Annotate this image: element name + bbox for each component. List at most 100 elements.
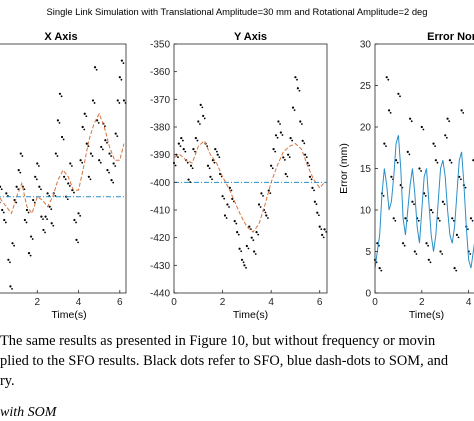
axes-frame [0, 43, 127, 294]
sfo-point [31, 238, 34, 240]
sfo-point [282, 156, 285, 159]
sfo-point [453, 267, 456, 270]
sfo-point [271, 167, 274, 170]
sfo-point [89, 178, 92, 181]
sfo-point [9, 261, 11, 264]
sfo-point [417, 219, 420, 222]
sfo-point [67, 182, 70, 185]
y-tick-label: 5 [365, 247, 371, 258]
sfo-point [291, 106, 295, 109]
sfo-point [110, 179, 113, 182]
sfo-point [249, 228, 252, 231]
sfo-point [291, 139, 294, 142]
sfo-point [387, 78, 390, 81]
sfo-point [206, 145, 209, 148]
sfo-point [467, 228, 469, 231]
sfo-point [228, 186, 231, 189]
sfo-point [69, 162, 72, 165]
y-axis-label: Error (mm) [338, 143, 350, 194]
sfo-point [108, 152, 111, 155]
sfo-point [206, 164, 210, 167]
sfo-point [209, 175, 212, 178]
y-tick-label: -440 [150, 289, 170, 300]
sfo-point [73, 191, 75, 194]
sfo-point [211, 178, 213, 181]
chart-title: Error Norm [427, 31, 474, 43]
sfo-point [322, 236, 325, 239]
sfo-point [98, 159, 101, 162]
sfo-point [310, 178, 313, 181]
sfo-point [120, 59, 123, 62]
sfo-point [104, 125, 106, 128]
sfo-point [179, 145, 182, 148]
series-som-3 [374, 135, 474, 269]
sfo-point [448, 159, 452, 162]
sfo-point [106, 141, 108, 144]
sfo-point [116, 99, 119, 102]
sfo-point [68, 185, 71, 187]
sfo-point [237, 233, 240, 236]
sfo-point [262, 195, 264, 197]
sfo-point [296, 87, 299, 90]
sfo-point [1, 208, 4, 212]
sfo-point [196, 139, 199, 142]
sfo-point [202, 114, 205, 118]
sfo-point [240, 250, 243, 253]
sfo-point [93, 102, 96, 104]
sfo-point [296, 78, 298, 81]
sfo-point [216, 153, 219, 156]
sfo-point [208, 167, 211, 170]
sfo-point [299, 120, 302, 123]
sfo-point [298, 89, 301, 92]
sfo-point [317, 214, 320, 217]
sfo-point [66, 198, 69, 201]
sfo-point [44, 215, 47, 218]
sfo-point [264, 211, 267, 214]
sfo-point [308, 164, 311, 167]
sfo-point [401, 242, 405, 245]
sfo-point [91, 155, 94, 157]
sfo-point [458, 175, 461, 178]
sfo-point [259, 206, 262, 208]
sfo-point [431, 211, 434, 214]
sfo-point [293, 109, 296, 112]
caption-line-1: The same results as presented in Figure … [0, 333, 436, 349]
sfo-point [279, 123, 281, 125]
sfo-point [392, 217, 395, 220]
next-section-heading: with SOM [0, 405, 57, 420]
sfo-point [85, 142, 88, 145]
sfo-point [434, 159, 437, 162]
sfo-point [108, 171, 110, 174]
sfo-point [269, 192, 272, 195]
sfo-point [420, 170, 422, 172]
y-tick-label: 20 [360, 123, 372, 134]
axes-frame [173, 43, 328, 294]
sfo-point [236, 231, 239, 234]
caption-line-2: plied to the SFO results. Black dots ref… [0, 353, 449, 369]
sfo-point [274, 134, 278, 137]
sfo-point [383, 142, 386, 145]
sfo-point [308, 175, 312, 178]
sfo-point [97, 121, 100, 124]
sfo-point [397, 92, 400, 95]
sfo-point [29, 254, 32, 257]
sfo-point [408, 153, 411, 156]
x-tick-label: 4 [76, 297, 82, 308]
y-tick-label: 10 [360, 206, 372, 217]
figure-suptitle: Single Link Simulation with Translationa… [47, 6, 428, 17]
sfo-point [63, 175, 66, 178]
sfo-point [427, 244, 429, 247]
sfo-point [180, 136, 183, 140]
sfo-point [44, 231, 46, 234]
x-axis-label: Time(s) [233, 309, 268, 321]
sfo-point [429, 261, 432, 264]
sfo-point [83, 128, 86, 131]
sfo-point [420, 125, 423, 129]
sfo-point [425, 242, 428, 245]
sfo-point [413, 203, 415, 206]
sfo-point [423, 192, 426, 195]
sfo-point [294, 76, 297, 79]
sfo-point [17, 188, 20, 191]
sfo-point [21, 155, 24, 157]
sfo-point [75, 221, 77, 224]
